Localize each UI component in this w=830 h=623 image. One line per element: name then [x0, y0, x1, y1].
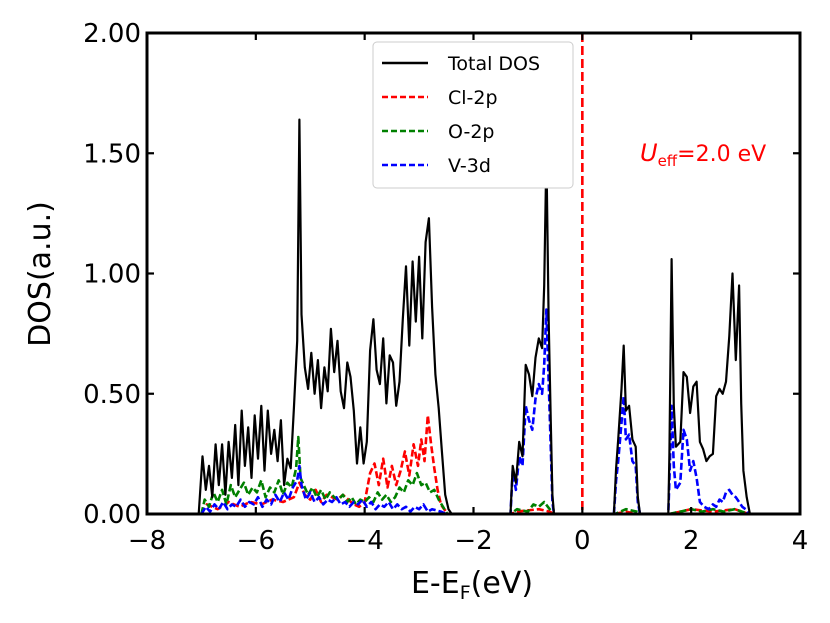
series-line-cl-2p: [200, 414, 750, 516]
legend-box: [372, 41, 574, 189]
u-eff-annotation: Ueff=2.0 eV: [640, 139, 766, 170]
series-line-o-2p: [200, 435, 750, 516]
x-axis-title-unit: (eV): [471, 566, 533, 601]
u-eff-subscript: eff: [658, 152, 678, 170]
x-axis-title-main: E-E: [411, 566, 460, 601]
x-tick-label: −2: [454, 526, 492, 556]
legend: Total DOS Cl-2p O-2p V-3d: [372, 41, 574, 189]
y-tick-label: 0.50: [83, 380, 141, 410]
legend-label: Cl-2p: [448, 87, 498, 109]
x-axis-title: E-EF(eV): [411, 566, 533, 604]
x-tick-label: −4: [346, 526, 384, 556]
x-axis-title-sub: F: [460, 582, 471, 604]
ticks-layer: −8 −6 −4 −2 0 2 4 0.00 0.50 1.00 1.50 2.00: [83, 19, 808, 556]
x-tick-label: −6: [237, 526, 275, 556]
legend-label: O-2p: [448, 121, 495, 143]
x-tick-label: −8: [128, 526, 166, 556]
series-line-total-dos: [197, 118, 751, 516]
y-tick-label: 2.00: [83, 19, 141, 49]
y-tick-label: 1.50: [83, 139, 141, 169]
u-eff-value: =2.0 eV: [677, 142, 766, 167]
x-tick-label: 0: [574, 526, 591, 556]
legend-label: V-3d: [448, 155, 491, 177]
x-tick-label: 4: [792, 526, 809, 556]
plot-frame: [145, 31, 802, 516]
series-line-v-3d: [200, 308, 750, 516]
y-tick-label: 0.00: [83, 500, 141, 530]
u-eff-symbol: U: [640, 139, 658, 167]
y-tick-label: 1.00: [83, 260, 141, 290]
legend-label: Total DOS: [447, 53, 540, 75]
y-axis-title: DOS(a.u.): [23, 201, 58, 347]
series-layer: [197, 118, 751, 516]
x-tick-label: 2: [683, 526, 700, 556]
